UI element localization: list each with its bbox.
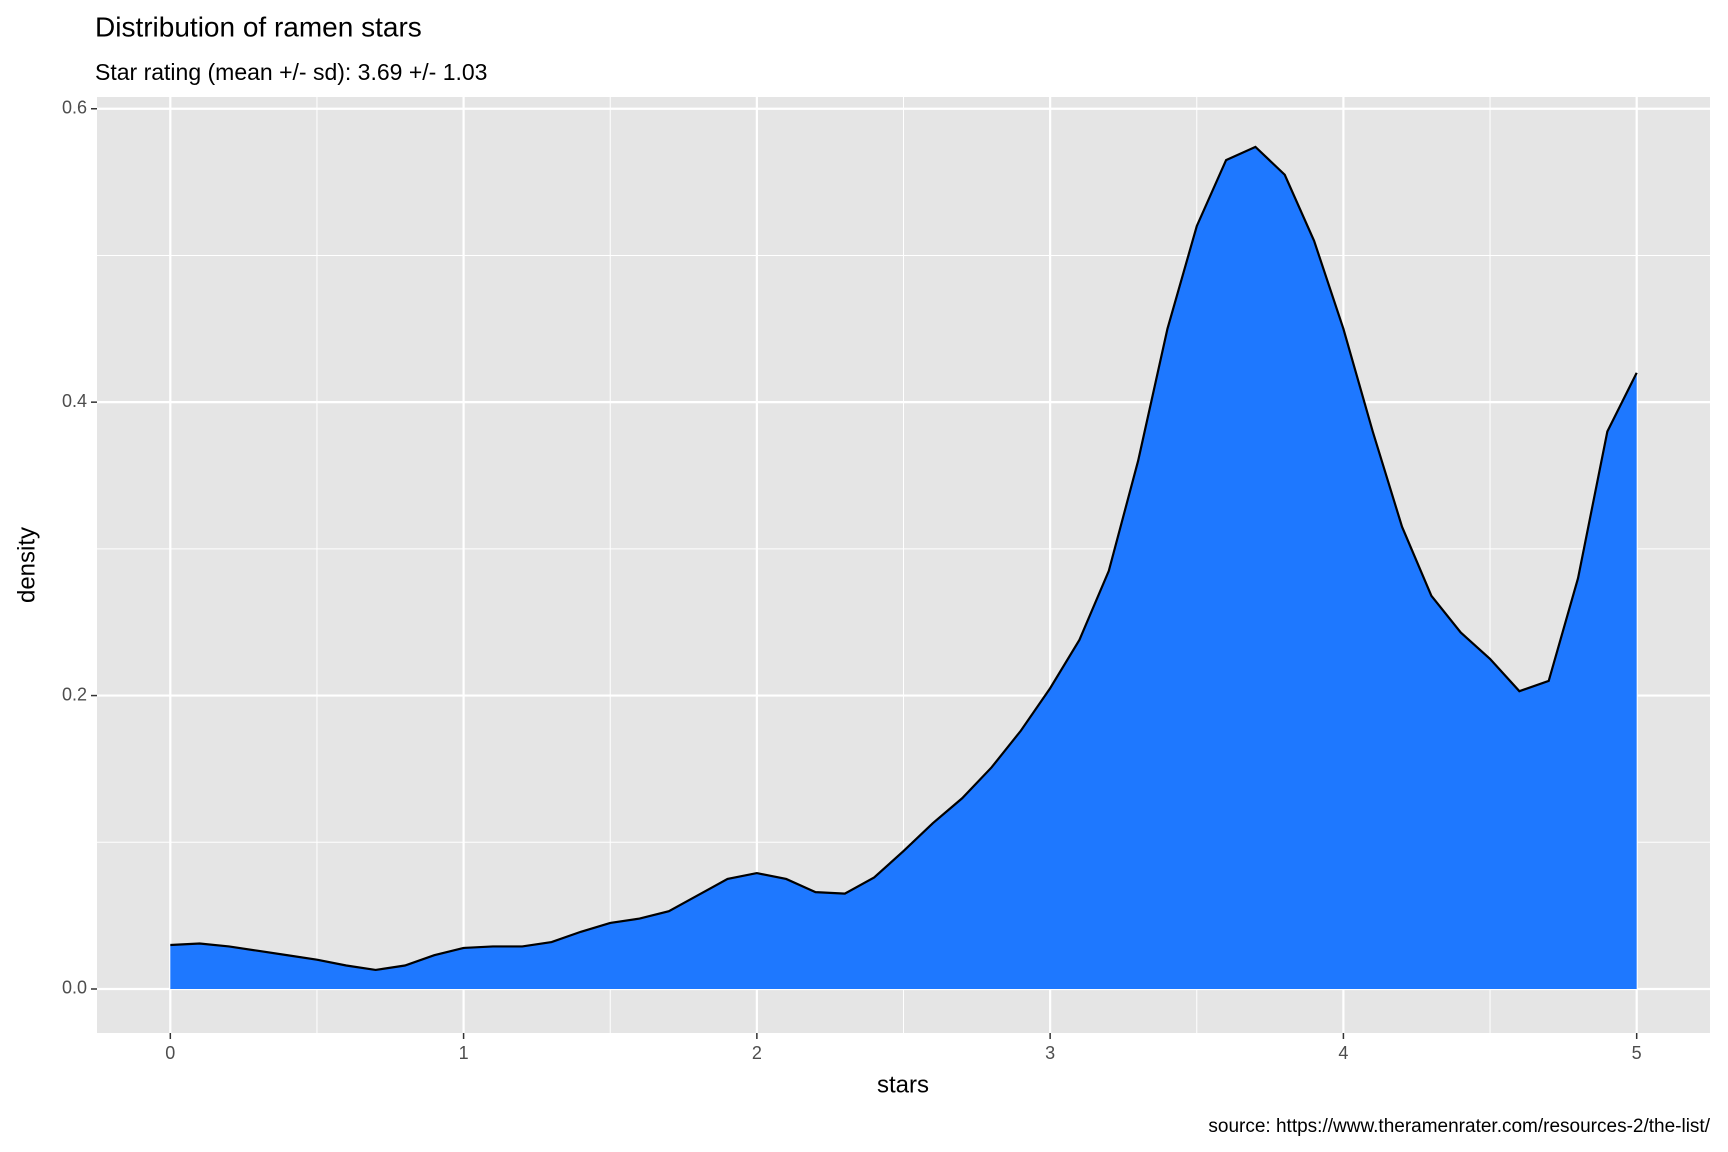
y-tick-label: 0.2 (62, 684, 87, 704)
caption: source: https://www.theramenrater.com/re… (1208, 1116, 1710, 1137)
chart-title: Distribution of ramen stars (95, 11, 422, 42)
chart-subtitle: Star rating (mean +/- sd): 3.69 +/- 1.03 (95, 59, 487, 85)
y-tick-label: 0.6 (62, 97, 87, 117)
y-tick-label: 0.0 (62, 978, 87, 998)
density-area (170, 146, 1637, 989)
density-line (170, 145, 1638, 972)
y-tick-label: 0.4 (62, 391, 87, 411)
y-axis-title: density (13, 527, 40, 603)
x-tick-label: 3 (1045, 1043, 1055, 1063)
x-tick-label: 4 (1338, 1043, 1348, 1063)
x-tick-label: 2 (752, 1043, 762, 1063)
x-axis-title: stars (877, 1071, 929, 1098)
x-tick-label: 1 (459, 1043, 469, 1063)
x-tick-label: 0 (165, 1043, 175, 1063)
x-tick-label: 5 (1632, 1043, 1642, 1063)
